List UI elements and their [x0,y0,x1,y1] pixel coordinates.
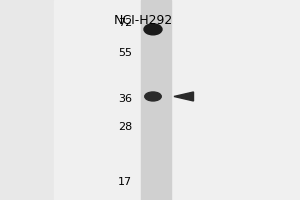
Text: 72: 72 [118,18,132,28]
Text: NCI-H292: NCI-H292 [114,14,173,27]
Text: 55: 55 [118,48,132,58]
Text: 28: 28 [118,122,132,132]
Ellipse shape [144,24,162,35]
Bar [54,0,300,200]
Bar [141,0,171,200]
Ellipse shape [145,92,161,101]
Text: 36: 36 [118,94,132,104]
Text: 17: 17 [118,177,132,187]
Polygon shape [174,92,194,101]
